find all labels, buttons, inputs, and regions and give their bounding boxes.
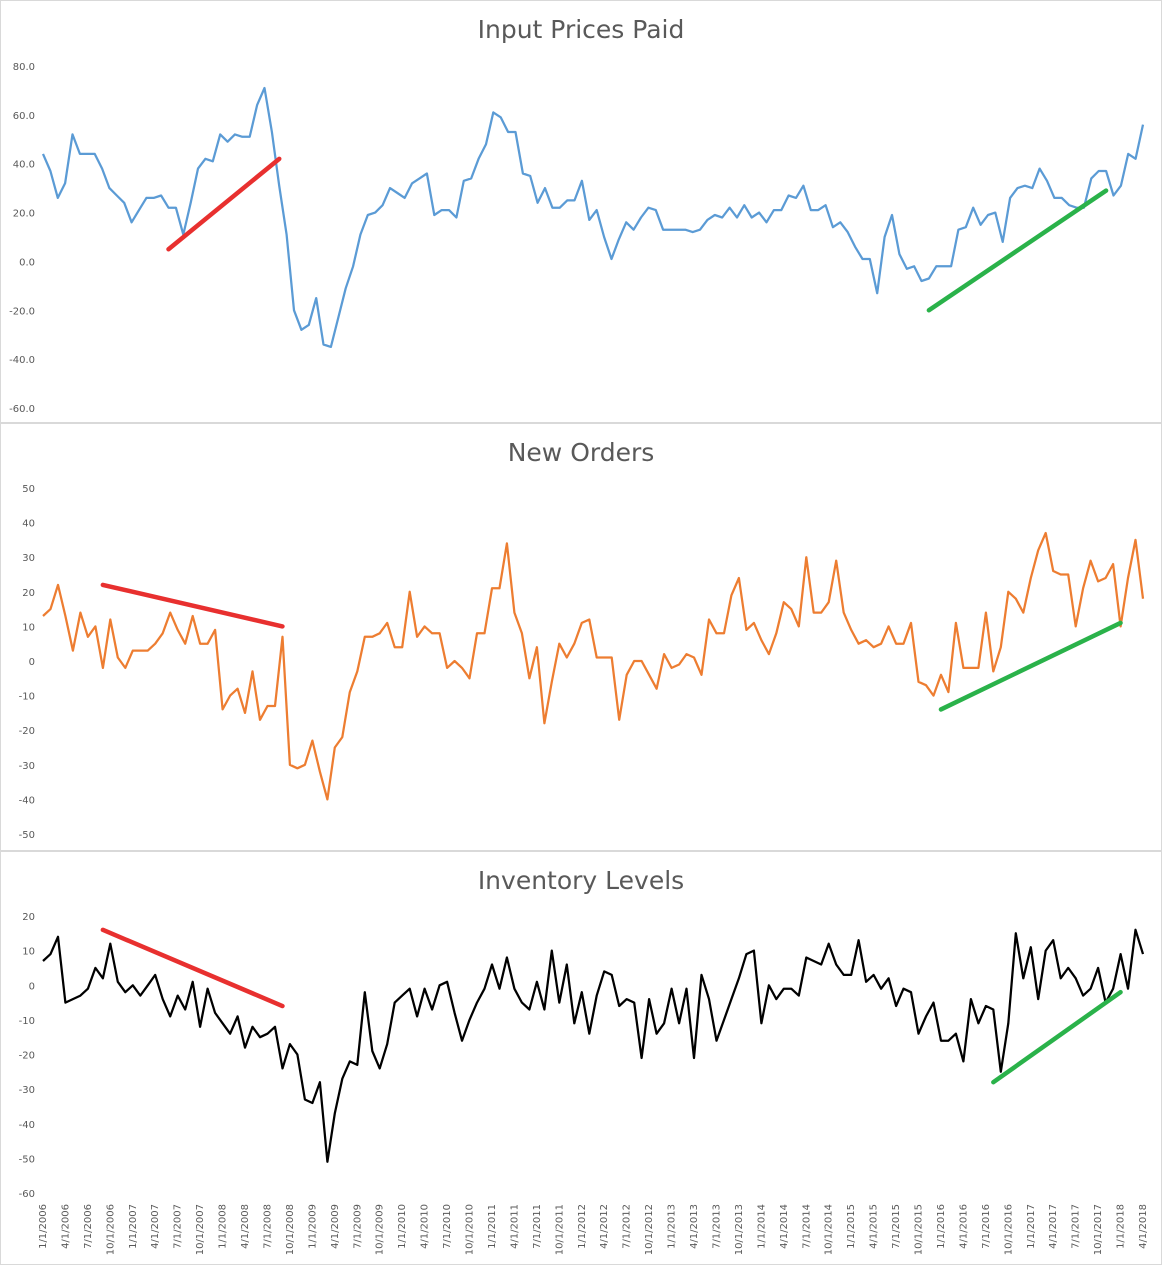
x-tick-label: 4/1/2018 (1138, 1204, 1149, 1249)
x-tick-label: 7/1/2010 (442, 1204, 453, 1249)
x-tick-label: 1/1/2015 (846, 1204, 857, 1249)
x-tick-label: 10/1/2017 (1093, 1204, 1104, 1255)
y-tick-label: -10 (19, 692, 35, 703)
x-tick-label: 1/1/2014 (756, 1204, 767, 1249)
x-tick-label: 1/1/2006 (38, 1204, 49, 1249)
y-tick-label: 50 (22, 484, 35, 495)
y-tick-label: -20 (19, 726, 35, 737)
x-tick-label: 1/1/2010 (397, 1204, 408, 1249)
trend-line-red (100, 927, 285, 1009)
x-tick-label: 7/1/2014 (801, 1204, 812, 1249)
series-line (42, 531, 1145, 801)
chart-panel-input-prices: Input Prices Paid 80.0 60.0 40.0 20.0 0.0 -20… (0, 0, 1162, 423)
x-tick-label: 1/1/2012 (577, 1204, 588, 1249)
y-tick-label: 30 (22, 553, 35, 564)
x-tick-label: 7/1/2016 (981, 1204, 992, 1249)
y-tick-label: -30 (19, 1085, 35, 1096)
x-tick-label: 1/1/2013 (667, 1204, 678, 1249)
trend-line-red (166, 156, 282, 252)
x-tick-label: 10/1/2013 (734, 1204, 745, 1255)
x-tick-label: 10/1/2015 (914, 1204, 925, 1255)
series-line (41, 86, 1145, 349)
y-tick-label: 40.0 (13, 160, 35, 171)
x-tick-label: 1/1/2007 (128, 1204, 139, 1249)
y-tick-label: 20 (22, 588, 35, 599)
x-tick-label: 10/1/2010 (465, 1204, 476, 1255)
y-tick-label: -40 (19, 795, 35, 806)
x-tick-label: 1/1/2018 (1116, 1204, 1127, 1249)
x-tick-label: 4/1/2010 (420, 1204, 431, 1249)
x-tick-label: 10/1/2016 (1003, 1204, 1014, 1255)
x-tick-label: 10/1/2007 (195, 1204, 206, 1255)
y-tick-label: -50 (19, 1154, 35, 1165)
x-tick-label: 4/1/2013 (689, 1204, 700, 1249)
x-tick-label: 7/1/2006 (83, 1204, 94, 1249)
x-tick-label: 4/1/2006 (60, 1204, 71, 1249)
chart-title: Inventory Levels (477, 866, 685, 895)
x-tick-label: 10/1/2012 (644, 1204, 655, 1255)
y-tick-label: 20 (22, 912, 35, 923)
x-tick-label: 4/1/2007 (150, 1204, 161, 1249)
x-tick-label: 1/1/2017 (1026, 1204, 1037, 1249)
y-tick-label: 10 (22, 947, 35, 958)
x-tick-label: 7/1/2009 (352, 1204, 363, 1249)
y-tick-label: -40.0 (9, 355, 35, 366)
x-tick-label: 7/1/2008 (262, 1204, 273, 1249)
x-tick-label: 1/1/2011 (487, 1204, 498, 1249)
y-tick-label: 80.0 (13, 62, 35, 73)
trend-line-green (938, 620, 1123, 712)
x-tick-label: 7/1/2012 (622, 1204, 633, 1249)
chart-svg-input-prices: 80.0 60.0 40.0 20.0 0.0 -20.0 -40.0 -60.0 (9, 62, 1145, 415)
x-tick-label: 4/1/2017 (1048, 1204, 1059, 1249)
x-tick-label: 10/1/2014 (824, 1204, 835, 1255)
trend-line-green (991, 989, 1123, 1085)
y-tick-label: 40 (22, 519, 35, 530)
x-tick-label: 1/1/2008 (218, 1204, 229, 1249)
x-tick-label: 4/1/2015 (869, 1204, 880, 1249)
x-tick-label: 10/1/2006 (105, 1204, 116, 1255)
x-tick-label: 7/1/2017 (1071, 1204, 1082, 1249)
y-tick-label: -60.0 (9, 404, 35, 415)
x-tick-label: 7/1/2015 (891, 1204, 902, 1249)
y-tick-label: -20 (19, 1051, 35, 1062)
y-tick-label: 20.0 (13, 209, 35, 220)
x-tick-label: 7/1/2013 (711, 1204, 722, 1249)
series-line (42, 928, 1145, 1163)
x-tick-label: 4/1/2012 (599, 1204, 610, 1249)
x-tick-label: 1/1/2009 (307, 1204, 318, 1249)
x-tick-label: 10/1/2008 (285, 1204, 296, 1255)
chart-title: Input Prices Paid (477, 15, 685, 44)
trend-line-green (926, 188, 1109, 313)
x-tick-label: 4/1/2016 (958, 1204, 969, 1249)
y-tick-label: -60 (19, 1189, 35, 1200)
chart-panel-inventory-levels: Inventory Levels 20 10 0 -10 -20 -30 -40 -50 -60… (0, 851, 1162, 1265)
y-tick-label: -10 (19, 1016, 35, 1027)
chart-svg-new-orders: 50 40 30 20 10 0 -10 -20 -30 -40 -50 (19, 484, 1145, 841)
chart-panel-new-orders: New Orders 50 40 30 20 10 0 -10 -20 -30 -40 -50 (0, 423, 1162, 851)
y-tick-label: 10 (22, 622, 35, 633)
x-tick-label: 1/1/2016 (936, 1204, 947, 1249)
y-tick-label: 0.0 (19, 257, 35, 268)
x-tick-label: 4/1/2011 (509, 1204, 520, 1249)
x-tick-label: 7/1/2007 (173, 1204, 184, 1249)
trend-line-red (100, 582, 285, 629)
y-tick-label: 0 (29, 981, 35, 992)
y-tick-label: 0 (29, 657, 35, 668)
y-tick-label: 60.0 (13, 111, 35, 122)
chart-title: New Orders (507, 438, 655, 467)
x-tick-label: 7/1/2011 (532, 1204, 543, 1249)
y-tick-label: -20.0 (9, 306, 35, 317)
x-tick-label: 4/1/2014 (779, 1204, 790, 1249)
y-tick-label: -30 (19, 761, 35, 772)
x-tick-label: 10/1/2011 (554, 1204, 565, 1255)
x-tick-label: 4/1/2008 (240, 1204, 251, 1249)
x-tick-label: 4/1/2009 (330, 1204, 341, 1249)
y-tick-label: -50 (19, 830, 35, 841)
chart-svg-inventory-levels: 20 10 0 -10 -20 -30 -40 -50 -601/1/2006 4/1/2006 7… (19, 912, 1149, 1255)
y-tick-label: -40 (19, 1120, 35, 1131)
x-tick-label: 10/1/2009 (375, 1204, 386, 1255)
